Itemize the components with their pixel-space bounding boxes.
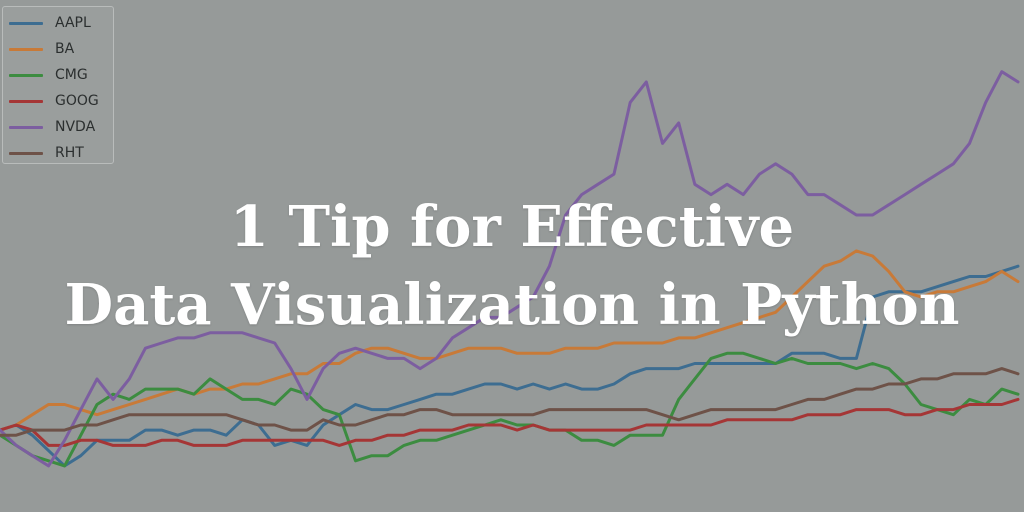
legend-swatch [9,73,43,77]
legend-swatch [9,21,43,25]
legend-swatch [9,125,43,129]
legend-label: RHT [55,145,84,161]
legend-swatch [9,47,43,51]
series-line-aapl [0,264,1020,468]
legend-item-goog: GOOG [3,91,99,111]
legend-item-rht: RHT [3,143,84,163]
series-line-ba [0,249,1020,432]
title-line-1: 1 Tip for Effective [229,194,795,260]
legend-swatch [9,151,43,155]
series-line-nvda [0,70,1020,468]
series-line-cmg [0,351,1020,468]
legend-label: BA [55,41,75,57]
legend-label: AAPL [55,15,91,31]
chart-legend: AAPL BA CMG GOOG NVDA RHT [2,6,114,164]
legend-label: CMG [55,67,88,83]
title-line-2: Data Visualization in Python [64,272,960,338]
legend-item-ba: BA [3,39,74,59]
legend-label: GOOG [55,93,99,109]
legend-item-aapl: AAPL [3,13,91,33]
legend-item-cmg: CMG [3,65,88,85]
legend-item-nvda: NVDA [3,117,95,137]
legend-swatch [9,99,43,103]
series-line-rht [0,367,1020,437]
banner-title: 1 Tip for Effective Data Visualization i… [0,188,1024,344]
legend-label: NVDA [55,119,96,135]
series-line-goog [0,397,1020,447]
